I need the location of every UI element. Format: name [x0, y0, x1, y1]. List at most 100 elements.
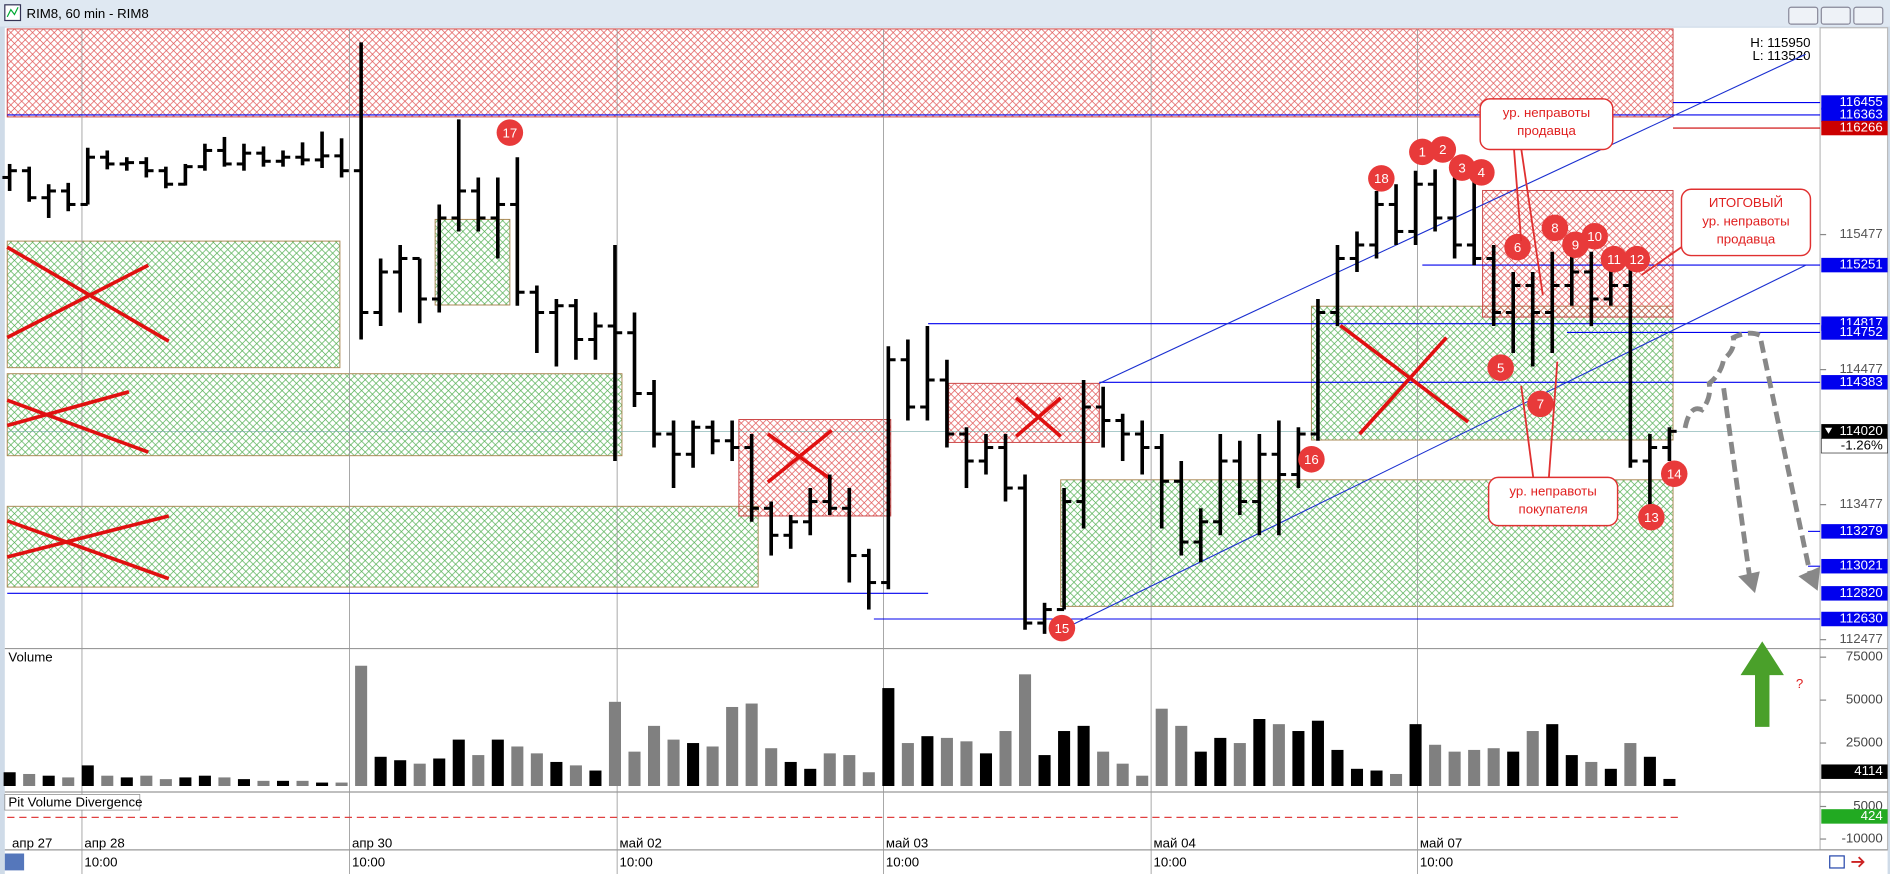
volume-last-tag — [1821, 764, 1888, 779]
volume-bar — [452, 739, 465, 786]
volume-bar — [1155, 708, 1168, 786]
volume-bar — [218, 777, 231, 786]
level-label: 112820 — [1840, 585, 1883, 600]
volume-bar — [1604, 768, 1617, 786]
x-time-label: 10:00 — [1154, 855, 1187, 870]
volume-bar — [511, 746, 524, 786]
marker-circle — [1581, 223, 1608, 250]
volume-bar — [3, 772, 16, 786]
volume-bar — [1272, 724, 1285, 786]
volume-bar — [1233, 743, 1246, 786]
level-label: 112630 — [1840, 611, 1883, 626]
volume-tick-label: 75000 — [1846, 649, 1883, 664]
x-date-label: май 07 — [1420, 835, 1462, 850]
change-box — [1820, 438, 1888, 454]
volume-bar — [1331, 749, 1344, 786]
volume-bar — [413, 763, 426, 786]
forecast-arrowhead — [1798, 566, 1821, 591]
level-label: 114020 — [1840, 423, 1883, 438]
marker-label: 5 — [1497, 360, 1504, 375]
marker-circle — [1409, 138, 1436, 166]
volume-bar — [1409, 724, 1422, 786]
marker-label: 17 — [502, 125, 517, 140]
marker-label: 15 — [1055, 621, 1070, 636]
divergence-title: Pit Volume Divergence — [8, 794, 142, 809]
y-tick-label: 113477 — [1840, 496, 1883, 511]
level-tag — [1821, 424, 1888, 439]
volume-bar — [530, 753, 543, 786]
volume-bar — [628, 751, 641, 786]
marker-label: 12 — [1630, 252, 1645, 267]
maximize-button[interactable] — [1820, 6, 1851, 25]
volume-bar — [1468, 749, 1481, 786]
volume-bar — [1663, 778, 1676, 786]
callout-pointer — [1520, 385, 1535, 478]
level-tag — [1821, 558, 1888, 574]
marker-circle — [1660, 460, 1688, 488]
volume-bar — [257, 780, 270, 786]
low-label: L: 113520 — [1752, 48, 1810, 63]
volume-title: Volume — [8, 650, 52, 665]
x-date-label: апр 30 — [352, 835, 392, 850]
volume-bar — [687, 743, 700, 786]
volume-bar — [433, 758, 446, 786]
callout-text: продавца — [1517, 123, 1576, 138]
volume-bar — [335, 782, 348, 786]
cross-out — [766, 428, 833, 484]
divergence-last-label: 424 — [1861, 808, 1883, 823]
volume-bar — [1292, 731, 1305, 786]
callout-text: ИТОГОВЫЙ — [1709, 195, 1783, 210]
support-zone — [6, 373, 623, 457]
marker-label: 10 — [1587, 229, 1602, 244]
forecast-arrowhead — [1738, 571, 1760, 594]
minimize-button[interactable] — [1788, 6, 1819, 25]
level-label: 114752 — [1840, 324, 1883, 339]
level-tag — [1821, 375, 1888, 390]
volume-bar — [1019, 674, 1032, 786]
level-tag — [1821, 257, 1888, 273]
volume-bar — [1507, 751, 1520, 786]
volume-bar — [569, 765, 582, 786]
volume-bar — [1429, 744, 1442, 786]
volume-bar — [784, 761, 797, 786]
cross-out — [1014, 396, 1062, 438]
x-date-label: апр 28 — [84, 835, 124, 850]
volume-bar — [140, 775, 153, 786]
volume-bar — [237, 779, 250, 786]
resistance-zone — [948, 382, 1100, 443]
callout-box — [1479, 98, 1614, 151]
volume-bar — [1136, 775, 1149, 786]
volume-bar — [1624, 743, 1637, 786]
volume-bar — [1175, 725, 1188, 786]
x-time-label: 10:00 — [886, 855, 919, 870]
volume-bar — [101, 775, 114, 786]
window-title: RIM8, 60 min - RIM8 — [27, 6, 149, 21]
marker-label: 2 — [1439, 142, 1446, 157]
link-icon[interactable] — [1829, 855, 1845, 869]
marker-label: 16 — [1304, 452, 1319, 467]
marker-circle — [1600, 245, 1628, 273]
volume-bar — [1390, 773, 1403, 786]
level-tag — [1821, 524, 1888, 539]
volume-tick-label: 50000 — [1846, 692, 1883, 707]
divergence-tick-label: -10000 — [1842, 831, 1883, 846]
marker-circle — [1487, 354, 1514, 381]
volume-bar — [921, 736, 934, 786]
close-button[interactable] — [1853, 6, 1884, 25]
cross-out — [6, 390, 130, 428]
volume-bar — [1370, 770, 1383, 786]
divergence-title-box — [4, 794, 141, 811]
volume-bar — [394, 760, 407, 786]
volume-bar — [667, 739, 680, 786]
volume-bar — [999, 731, 1012, 786]
callout-text: ур. неправоты — [1509, 483, 1596, 498]
level-tag — [1821, 325, 1888, 340]
marker-circle — [1368, 165, 1395, 192]
cross-out — [6, 519, 170, 581]
volume-bar — [765, 748, 778, 786]
volume-bar — [1546, 724, 1559, 786]
marker-circle — [1468, 159, 1495, 186]
marker-label: 8 — [1551, 221, 1558, 236]
x-date-label: май 04 — [1154, 835, 1196, 850]
current-price-arrow — [1824, 427, 1833, 434]
